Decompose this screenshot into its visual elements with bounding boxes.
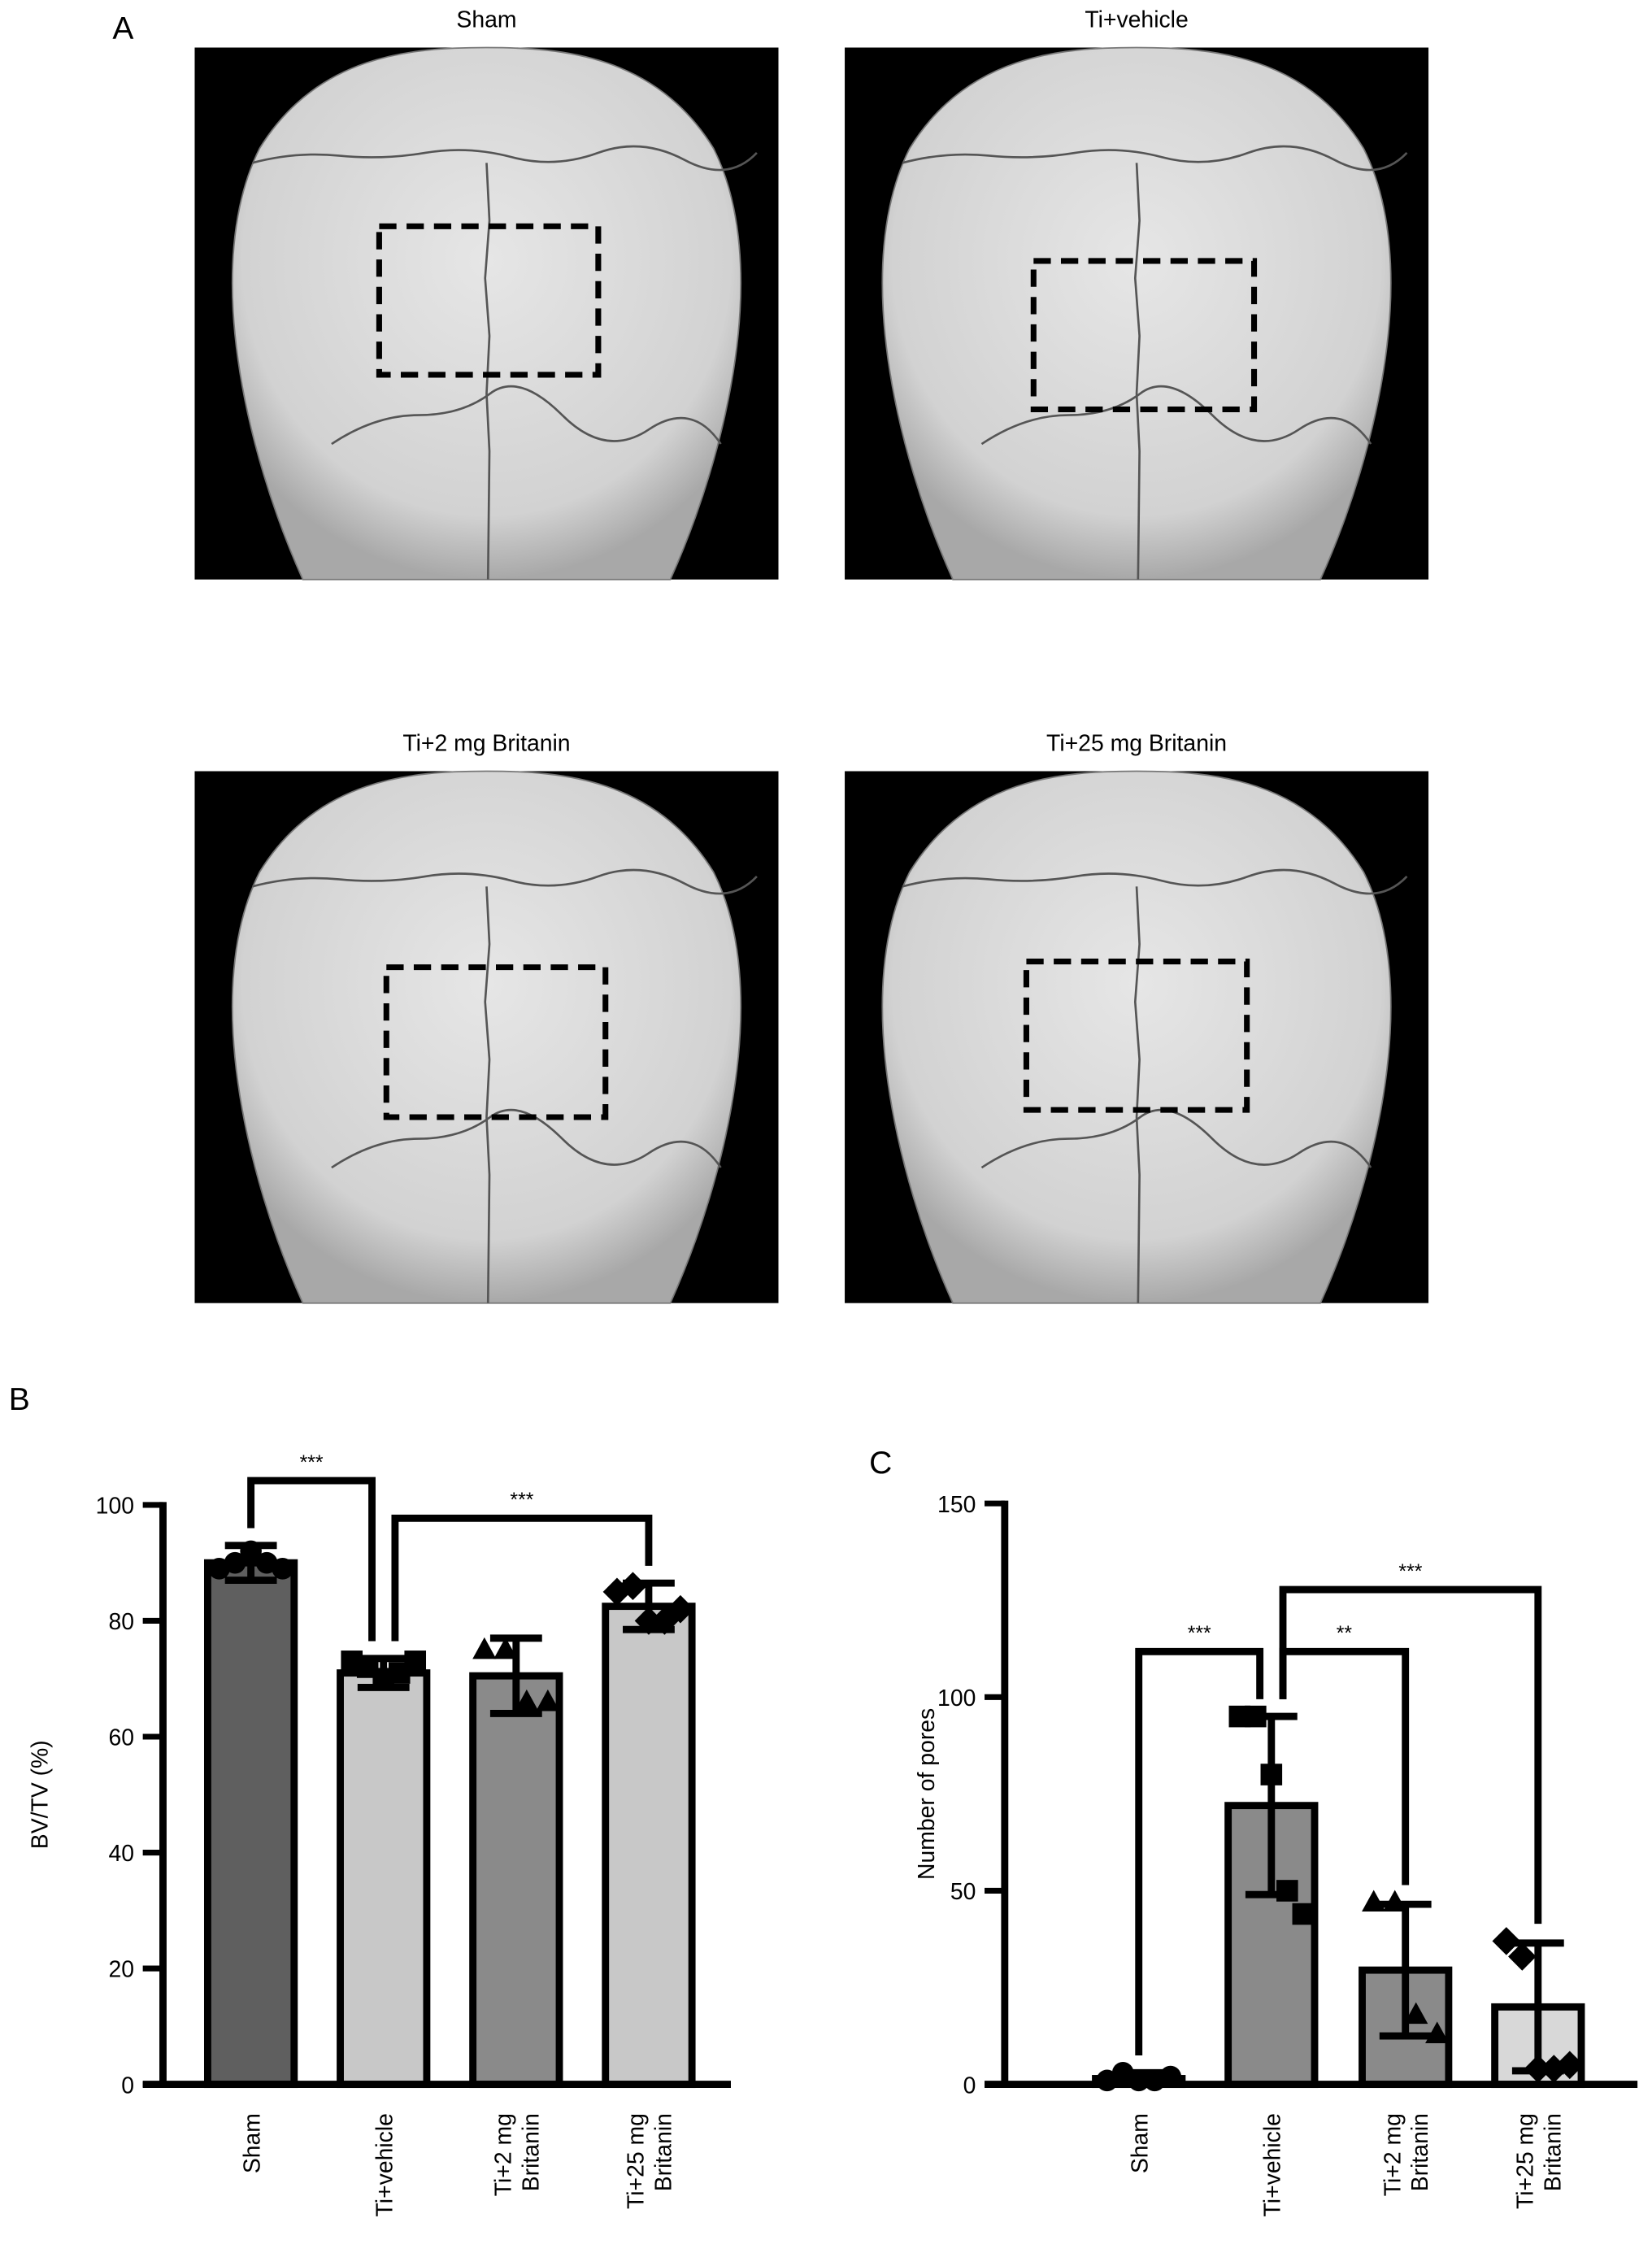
image-title: Ti+2 mg Britanin xyxy=(402,731,570,757)
x-tick-label: Sham xyxy=(239,2113,265,2173)
y-tick-label: 100 xyxy=(937,1685,976,1711)
y-tick-label: 40 xyxy=(108,1841,134,1867)
significance-label: *** xyxy=(1398,1561,1422,1583)
roi-box xyxy=(1023,958,1250,1113)
data-point xyxy=(1292,1903,1315,1925)
suture xyxy=(331,385,722,446)
x-tick-label: Sham xyxy=(1127,2113,1153,2173)
data-point xyxy=(1555,2051,1585,2080)
data-point xyxy=(1383,1890,1407,1912)
suture xyxy=(484,163,491,580)
data-point xyxy=(272,1558,293,1580)
x-tick-label: Ti+2 mg Britanin xyxy=(491,2113,545,2196)
y-tick-label: 150 xyxy=(937,1492,976,1518)
significance-bracket xyxy=(247,1477,376,1642)
bar-chart: Number of pores 0 50 100 150 Sham Ti+vehicle Ti… xyxy=(914,1492,1638,2216)
error-bar xyxy=(489,1634,542,1717)
data-point xyxy=(1524,2055,1553,2083)
ct-image xyxy=(845,46,1429,581)
roi-box xyxy=(383,964,609,1120)
image-title: Ti+25 mg Britanin xyxy=(1046,731,1227,757)
data-point xyxy=(472,1637,497,1659)
y-tick-label: 80 xyxy=(108,1609,134,1635)
x-tick-label: Ti+25 mg Britanin xyxy=(624,2113,677,2209)
image-title: Ti+vehicle xyxy=(1085,7,1188,33)
y-tick-label: 20 xyxy=(108,1957,134,1983)
data-point xyxy=(1508,1942,1537,1971)
y-tick-label: 100 xyxy=(96,1494,134,1520)
suture xyxy=(252,868,758,895)
suture xyxy=(980,385,1372,446)
ct-image xyxy=(845,770,1429,1304)
roi-box xyxy=(1030,258,1258,413)
ct-image xyxy=(194,46,779,581)
data-point xyxy=(224,1551,246,1574)
x-tick-label: Ti+25 mg Britanin xyxy=(1513,2113,1567,2209)
suture xyxy=(484,886,491,1303)
image-title: Sham xyxy=(456,7,516,33)
skull xyxy=(231,770,742,1304)
data-point xyxy=(536,1689,560,1711)
data-point xyxy=(404,1651,427,1672)
skull xyxy=(881,770,1392,1304)
bar xyxy=(203,1559,298,2089)
ct-image xyxy=(194,770,779,1304)
y-axis-label: Number of pores xyxy=(914,1708,940,1880)
significance-label: *** xyxy=(300,1452,324,1474)
y-axis-label: BV/TV (%) xyxy=(28,1740,54,1849)
data-point xyxy=(666,1594,695,1624)
data-point xyxy=(515,1689,539,1711)
data-point xyxy=(1245,1705,1267,1728)
bar-chart: BV/TV (%) 0 20 40 60 80 100 Sham Ti+vehicle Ti+2 … xyxy=(28,1452,731,2216)
panel-label: C xyxy=(869,1446,892,1481)
x-tick-label: Ti+vehicle xyxy=(372,2113,398,2216)
bar xyxy=(469,1672,563,2089)
panel-label: A xyxy=(112,11,133,46)
data-point xyxy=(1425,2021,1450,2043)
significance-bracket xyxy=(391,1514,653,1642)
data-point xyxy=(493,1637,518,1659)
significance-label: ** xyxy=(1337,1623,1353,1645)
data-point xyxy=(240,1540,262,1563)
suture xyxy=(1133,163,1141,580)
x-tick-label: Ti+2 mg Britanin xyxy=(1380,2113,1434,2196)
skull xyxy=(231,46,742,581)
data-point xyxy=(1362,1890,1386,1912)
suture xyxy=(252,145,758,172)
data-point xyxy=(1276,1880,1298,1902)
skull xyxy=(881,46,1392,581)
significance-bracket xyxy=(1279,1585,1542,1925)
data-point xyxy=(1404,2002,1428,2025)
x-tick-label: Ti+vehicle xyxy=(1259,2113,1285,2216)
bar xyxy=(337,1669,431,2089)
panel-label: B xyxy=(9,1382,30,1417)
roi-box xyxy=(376,223,602,378)
data-point xyxy=(1260,1764,1283,1785)
significance-bracket xyxy=(1135,1647,1264,2056)
y-tick-label: 50 xyxy=(950,1879,976,1905)
y-tick-label: 0 xyxy=(963,2072,976,2099)
suture xyxy=(1133,886,1141,1303)
suture xyxy=(980,1108,1372,1169)
y-tick-label: 0 xyxy=(121,2072,134,2099)
bar xyxy=(602,1603,696,2089)
significance-label: *** xyxy=(510,1490,533,1511)
significance-label: *** xyxy=(1188,1623,1211,1645)
suture xyxy=(902,145,1408,172)
y-tick-label: 60 xyxy=(108,1725,134,1751)
suture xyxy=(902,868,1408,895)
